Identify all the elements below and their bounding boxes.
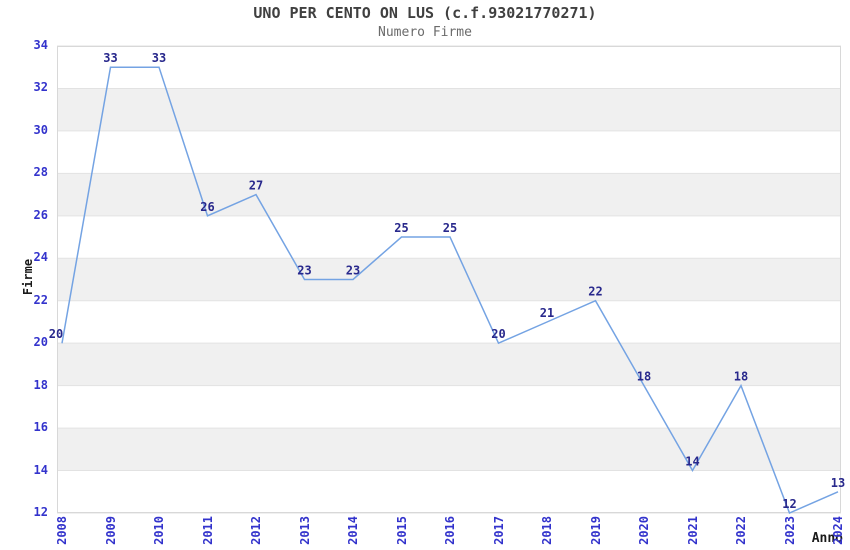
x-tick-label: 2009 [103,516,118,545]
x-tick-label: 2018 [540,516,554,545]
grid-band [57,343,841,386]
x-tick-label: 2008 [55,516,69,545]
y-tick-label: 16 [33,420,48,435]
data-label: 33 [152,51,166,65]
x-tick-label: 2022 [734,516,748,545]
x-tick-label: 2019 [588,516,603,545]
chart-title: UNO PER CENTO ON LUS (c.f.93021770271) [253,4,597,22]
x-tick-label: 2014 [346,516,360,545]
x-tick-label: 2024 [831,516,845,545]
x-tick-label: 2020 [637,516,651,545]
y-tick-label: 34 [33,38,48,52]
x-tick-label: 2012 [249,516,263,545]
data-label: 21 [540,306,554,320]
y-tick-label: 14 [33,462,48,477]
data-label: 26 [200,200,214,214]
data-label: 23 [346,264,360,278]
x-tick-label: 2013 [297,516,312,545]
data-label: 23 [297,264,311,278]
data-label: 12 [782,497,796,511]
x-tick-label: 2021 [685,516,700,545]
chart-subtitle: Numero Firme [378,25,472,40]
data-label: 14 [685,455,699,469]
line-series [61,66,839,515]
x-tick-label: 2023 [782,516,797,545]
data-label: 18 [734,370,748,384]
data-label: 22 [588,285,602,299]
y-tick-label: 22 [33,292,48,307]
grid-band [57,88,841,131]
y-tick-label: 18 [33,377,48,392]
y-tick-label: 26 [33,207,48,222]
data-label: 33 [103,51,117,65]
x-tick-label: 2015 [394,516,409,545]
line-chart: 20 33 33 26 27 23 23 25 25 20 21 22 18 14 18 12 13 [49,45,845,515]
grid-band [57,173,841,216]
x-tick-label: 2017 [491,516,506,545]
data-label: 25 [443,221,457,235]
data-label: 18 [637,370,651,384]
data-label: 25 [394,221,408,235]
grid-band [57,428,841,471]
data-label: 20 [491,327,505,341]
x-tick-label: 2010 [152,516,166,545]
plot-area: 20 33 33 26 27 23 23 25 25 20 21 22 18 14 18 12 13 [49,45,845,515]
y-tick-label: 24 [33,250,48,265]
y-tick-label: 28 [33,165,48,180]
plot-border [57,46,841,513]
data-label: 13 [831,476,845,490]
y-tick-label: 30 [33,122,48,137]
x-tick-label: 2011 [200,516,215,545]
y-tick-label: 12 [33,505,48,519]
grid-band [57,258,841,301]
x-tick-label: 2016 [443,516,457,545]
data-label: 20 [49,327,63,341]
x-axis-label: Anno [811,531,843,546]
data-label: 27 [249,179,263,193]
y-tick-label: 32 [33,80,48,95]
y-tick-label: 20 [33,335,48,350]
